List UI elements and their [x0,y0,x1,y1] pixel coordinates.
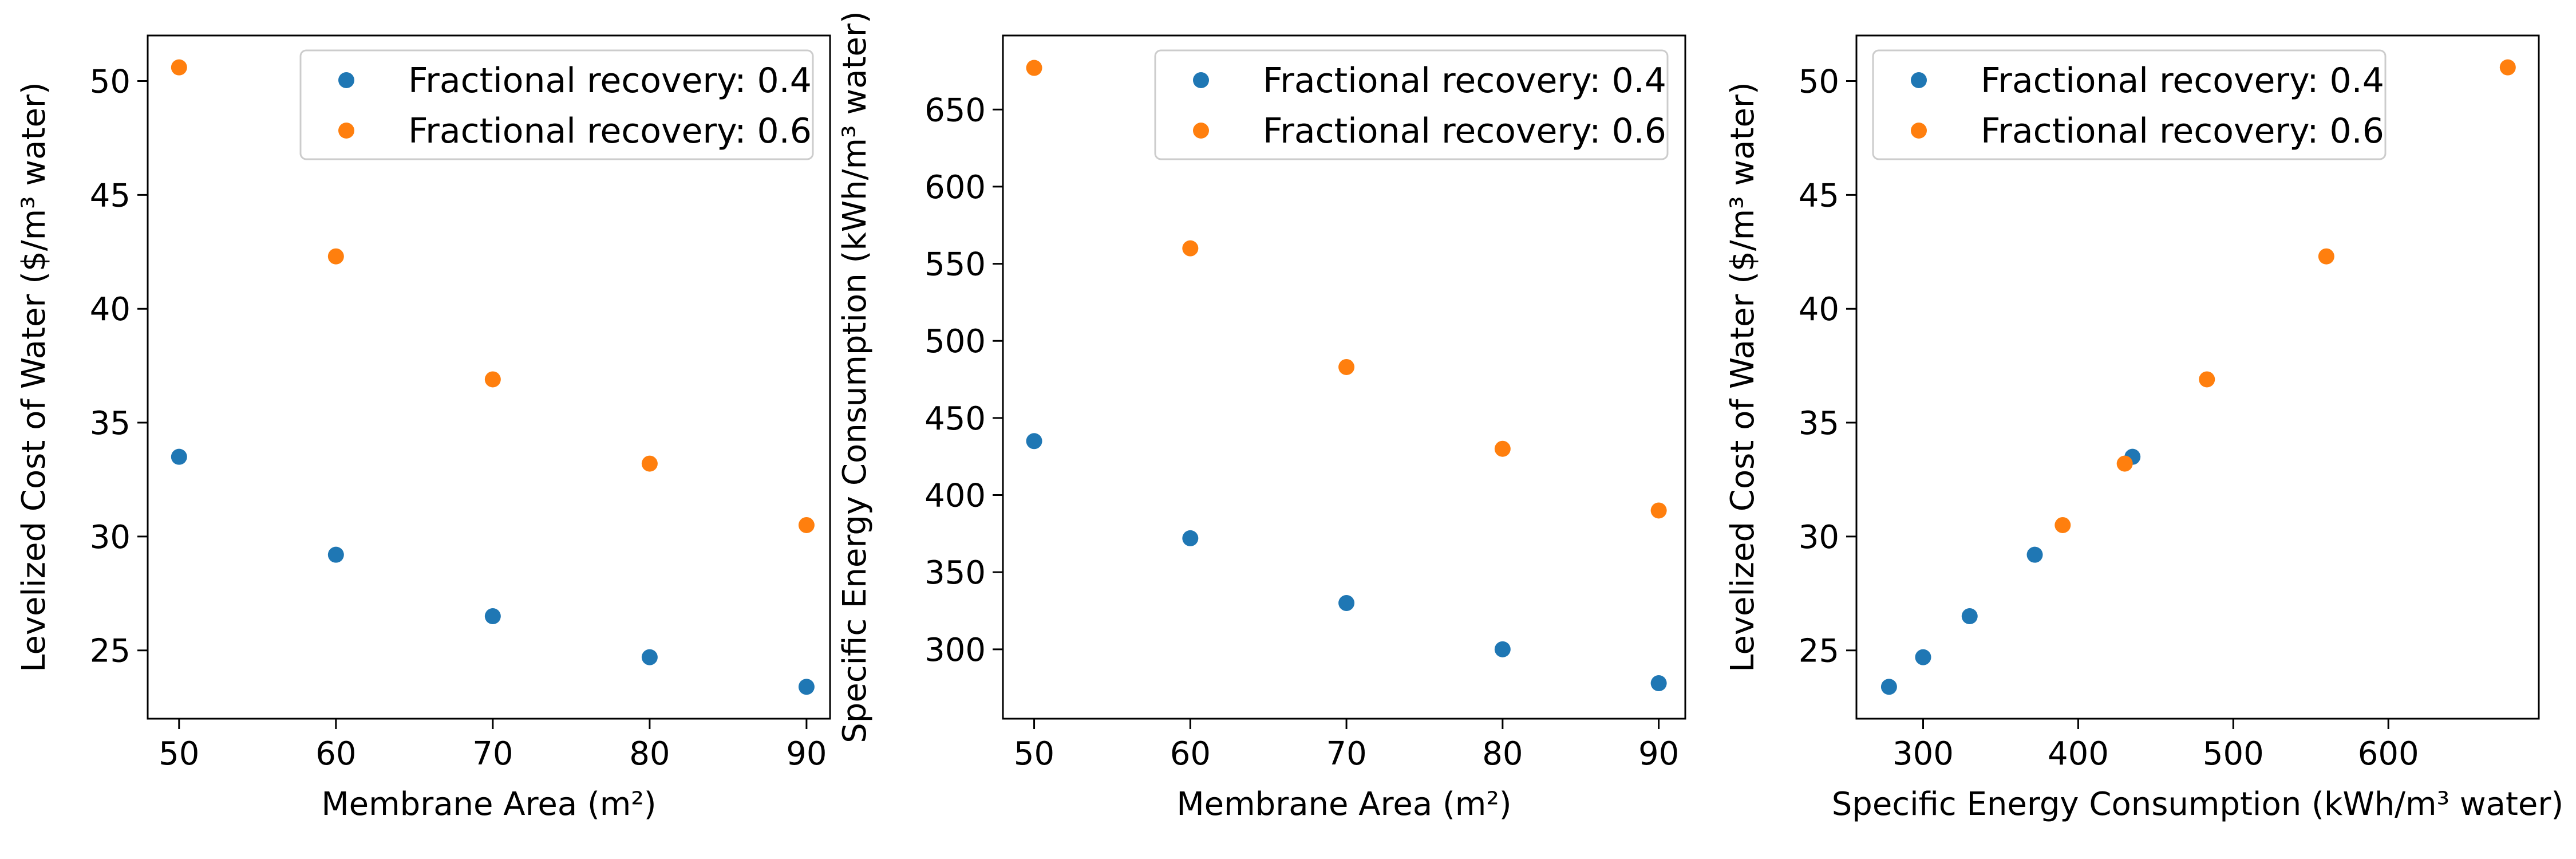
legend-marker-1 [1911,72,1927,88]
y-tick-label: 45 [1799,177,1839,214]
legend-label-1: Fractional recovery: 0.4 [1263,61,1666,101]
data-point-s1-1 [1026,433,1042,450]
data-point-s2-4 [2116,455,2133,472]
x-axis-label: Membrane Area (m²) [1176,786,1511,823]
data-point-s2-2 [1182,240,1199,257]
data-point-s1-2 [1182,530,1199,546]
legend-label-1: Fractional recovery: 0.4 [1981,61,2384,101]
x-axis-label: Specific Energy Consumption (kWh/m³ wate… [1832,786,2564,823]
x-tick-label: 60 [315,735,356,773]
y-tick-label: 25 [90,633,131,670]
data-point-s2-1 [1026,60,1042,76]
data-point-s2-3 [2199,371,2215,388]
plot-frame [1002,34,1686,720]
y-axis-label: Levelized Cost of Water ($/m³ water) [1724,82,1761,672]
y-axis-label: Levelized Cost of Water ($/m³ water) [15,82,53,672]
data-point-s2-2 [327,248,344,265]
legend-marker-1 [338,72,354,88]
y-tick-label: 25 [1799,633,1839,670]
data-point-s2-4 [641,455,658,472]
data-point-s1-2 [327,546,344,563]
x-tick-label: 500 [2203,735,2264,773]
y-tick-label: 35 [1799,405,1839,442]
data-point-s1-4 [1915,649,1931,665]
x-tick-label: 600 [2358,735,2419,773]
y-tick-label: 300 [924,632,986,669]
y-tick-label: 650 [924,92,986,129]
x-tick-label: 50 [1014,735,1054,773]
x-tick-label: 400 [2048,735,2109,773]
data-point-s2-3 [1338,358,1355,375]
legend-marker-1 [1193,72,1209,88]
legend-marker-2 [1193,123,1209,139]
x-tick-label: 90 [786,735,827,773]
chart-panel-2: 50 60 70 80 90 300 350 400 450 500 550 600 650 Membra… [836,11,1686,823]
data-point-s1-4 [641,649,658,665]
y-tick-label: 30 [90,519,131,556]
data-point-s2-3 [484,371,501,388]
x-axis-label: Membrane Area (m²) [321,786,656,823]
legend-label-1: Fractional recovery: 0.4 [408,61,812,101]
x-tick-label: 60 [1170,735,1211,773]
legend-label-2: Fractional recovery: 0.6 [1981,111,2384,151]
legend-box [299,49,814,160]
data-point-s2-1 [171,59,187,76]
data-point-s1-3 [1961,608,1978,625]
x-tick-label: 70 [1326,735,1366,773]
data-point-s2-5 [2055,517,2071,533]
y-tick-label: 30 [1799,519,1839,556]
data-point-s2-2 [2318,248,2334,265]
data-point-s1-5 [1650,675,1667,692]
y-axis-label: Specific Energy Consumption (kWh/m³ wate… [836,11,874,743]
legend-marker-2 [1911,123,1927,139]
chart-panel-3: 300 400 500 600 25 30 35 40 45 50 Specific Energy … [1724,34,2564,823]
x-tick-label: 80 [629,735,670,773]
legend-label-2: Fractional recovery: 0.6 [1263,111,1666,151]
y-tick-label: 50 [90,64,131,101]
data-point-s1-3 [484,608,501,625]
y-tick-label: 35 [90,405,131,442]
data-point-s1-5 [1880,679,1897,695]
x-tick-label: 80 [1482,735,1523,773]
y-tick-label: 450 [924,400,986,438]
data-point-s1-2 [2026,546,2043,563]
legend-box [1154,49,1669,160]
x-tick-label: 70 [472,735,513,773]
data-point-s1-1 [171,448,187,465]
y-tick-label: 350 [924,554,986,592]
x-tick-label: 300 [1893,735,1954,773]
data-point-s1-3 [1338,595,1355,612]
data-point-s2-5 [798,517,815,533]
data-point-s2-4 [1494,440,1511,457]
y-tick-label: 550 [924,246,986,283]
x-tick-label: 50 [159,735,199,773]
chart-panel-1: 50 60 70 80 90 25 30 35 40 45 50 Membrane Area (m²)… [15,34,831,823]
legend-box [1872,49,2387,160]
y-tick-label: 50 [1799,64,1839,101]
y-tick-label: 600 [924,169,986,206]
x-tick-label: 90 [1638,735,1679,773]
data-point-s1-4 [1494,641,1511,657]
y-tick-label: 40 [90,291,131,328]
data-point-s2-5 [1650,502,1667,519]
legend-marker-2 [338,123,354,139]
y-tick-label: 45 [90,177,131,214]
plot-frame [1855,34,2540,720]
data-point-s1-5 [798,679,815,695]
data-point-s2-1 [2499,59,2516,76]
legend-label-2: Fractional recovery: 0.6 [408,111,812,151]
y-tick-label: 400 [924,478,986,515]
y-tick-label: 500 [924,323,986,360]
y-tick-label: 40 [1799,291,1839,328]
plot-frame [147,34,831,720]
